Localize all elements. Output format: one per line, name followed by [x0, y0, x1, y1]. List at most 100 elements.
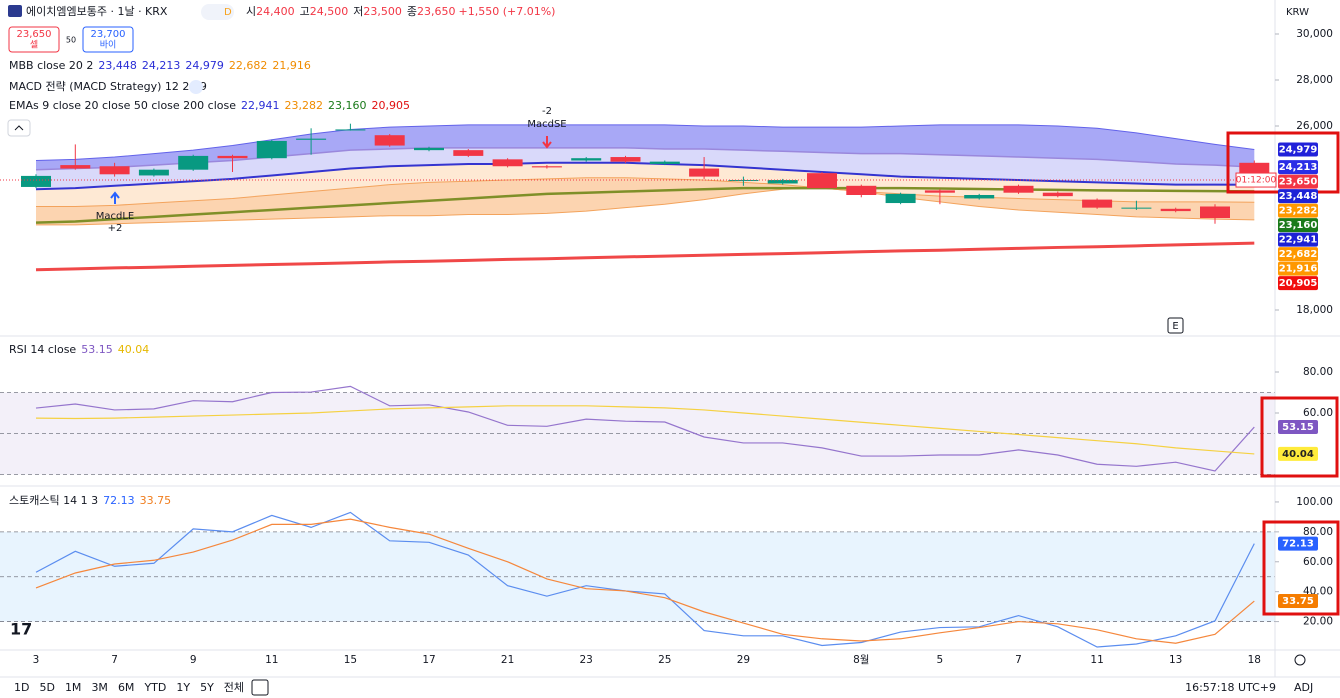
range-button[interactable]: 1M [65, 681, 82, 694]
price-badge-label: 40.04 [1282, 449, 1314, 460]
flag: D [224, 7, 232, 18]
price-badge-label: 23,282 [1279, 206, 1318, 217]
candle-body [60, 165, 91, 169]
range-button[interactable]: 3M [91, 681, 108, 694]
x-tick-label: 5 [937, 654, 944, 666]
emas-legend[interactable]: EMAs 9 close 20 close 50 close 200 close… [9, 99, 410, 112]
highlight [1262, 520, 1340, 616]
price-badge [1278, 203, 1318, 218]
band-fill [36, 124, 1255, 170]
range-button[interactable]: 6M [118, 681, 135, 694]
price-badge-label: 23,448 [1279, 191, 1318, 202]
candle-body [1121, 207, 1152, 209]
legend-name: MBB close 20 2 [9, 59, 93, 72]
price-badge-label: 21,916 [1279, 264, 1318, 275]
earnings-marker[interactable] [1167, 317, 1184, 334]
legend-value: 23,448 [98, 59, 137, 72]
candle-body [453, 150, 484, 156]
highlight [1260, 396, 1339, 478]
ohlc-low: 23,500 [363, 5, 402, 18]
candle-body [885, 193, 916, 204]
spread: 50 [66, 36, 76, 45]
ohlc-close: 23,650 [417, 5, 456, 18]
candle-body [492, 159, 523, 167]
candle-body [1003, 185, 1034, 193]
range-button[interactable]: 1D [14, 681, 29, 694]
x-tick-label: 13 [1169, 654, 1182, 666]
candle-body [807, 173, 837, 189]
price-badge-label: 22,682 [1279, 249, 1318, 260]
signal-count: +2 [108, 223, 123, 234]
candle-body [846, 185, 877, 195]
candle-body [178, 155, 209, 170]
rsi-legend[interactable]: RSI 14 close 53.15 40.04 [9, 343, 149, 356]
macd-legend[interactable]: MACD 전략 (MACD Strategy) 12 26 9 [9, 80, 207, 93]
legend-value: 53.15 [81, 343, 113, 356]
range-button[interactable]: 1Y [176, 681, 190, 694]
legend-value: 24,979 [185, 59, 224, 72]
short-arrow [542, 136, 552, 149]
countdown: 01:12:00 [1236, 176, 1277, 186]
date-range-icon[interactable] [251, 679, 269, 696]
indicator-line [35, 518, 1255, 644]
range-button[interactable]: 전체 [224, 681, 244, 694]
price-badge-label: 24,213 [1279, 162, 1318, 173]
price-badge [1278, 594, 1318, 609]
x-tick-label: 3 [33, 654, 40, 666]
price-badge [1278, 232, 1318, 247]
signal-count: -2 [542, 106, 552, 117]
candle-body [138, 169, 169, 176]
candle-body [649, 161, 680, 164]
candle-body [1200, 206, 1230, 218]
settings-icon[interactable] [1294, 654, 1306, 666]
y-tick-label: 28,000 [1296, 74, 1333, 86]
price-badge [1278, 420, 1318, 435]
sell-label: 셀 [30, 40, 38, 51]
x-tick-label: 25 [658, 654, 671, 666]
range-button[interactable]: 5D [39, 681, 54, 694]
buy-button[interactable] [82, 26, 134, 53]
y-tick-label: 60.00 [1303, 556, 1333, 568]
price-badge [1278, 189, 1318, 204]
candle-body [256, 140, 287, 159]
signal-label: MacdLE [96, 211, 135, 222]
band-line [35, 124, 1255, 161]
price-badge-label: 20,905 [1279, 278, 1318, 289]
price-badge [1278, 446, 1318, 461]
sell-button[interactable] [8, 26, 60, 53]
ohlc-close-label: 종 [407, 5, 417, 18]
y-tick-label: 18,000 [1296, 304, 1333, 316]
range-button[interactable]: YTD [143, 681, 166, 694]
x-tick-label: 18 [1248, 654, 1261, 666]
earnings-label: E [1172, 321, 1178, 332]
buy-price: 23,700 [91, 29, 126, 40]
collapse-button[interactable] [7, 119, 31, 137]
legend-value: 72.13 [103, 494, 135, 507]
ohlc-change: +1,550 (+7.01%) [459, 5, 556, 18]
legend-name: EMAs 9 close 20 close 50 close 200 close [9, 99, 236, 112]
currency[interactable]: KRW [1286, 7, 1309, 18]
mbb-legend[interactable]: MBB close 20 2 23,448 24,213 24,979 22,682 21… [9, 59, 311, 72]
price-badge [1278, 276, 1318, 291]
y-tick-label: 20.00 [1303, 616, 1333, 628]
x-tick-label: 9 [190, 654, 197, 666]
price-badge [1278, 174, 1318, 189]
x-tick-label: 7 [1015, 654, 1022, 666]
stoch-legend[interactable]: 스토캐스틱 14 1 3 72.13 33.75 [9, 494, 171, 507]
symbol-logo [8, 5, 22, 17]
panes [0, 123, 1275, 648]
ai-icon[interactable] [189, 80, 203, 94]
candle-body [610, 157, 641, 162]
range-button[interactable]: 5Y [200, 681, 214, 694]
x-tick-label: 11 [1090, 654, 1103, 666]
price-badge [1278, 536, 1318, 551]
legend-value: 23,160 [328, 99, 367, 112]
candle-body [21, 175, 51, 187]
price-badge [1278, 247, 1318, 262]
candle-body [1042, 192, 1073, 197]
band-fill [36, 162, 1255, 207]
price-badge [1278, 261, 1318, 276]
symbol[interactable]: 에이치엠엠보통주 · 1날 · KRX [26, 5, 168, 18]
adj[interactable]: ADJ [1294, 681, 1313, 694]
